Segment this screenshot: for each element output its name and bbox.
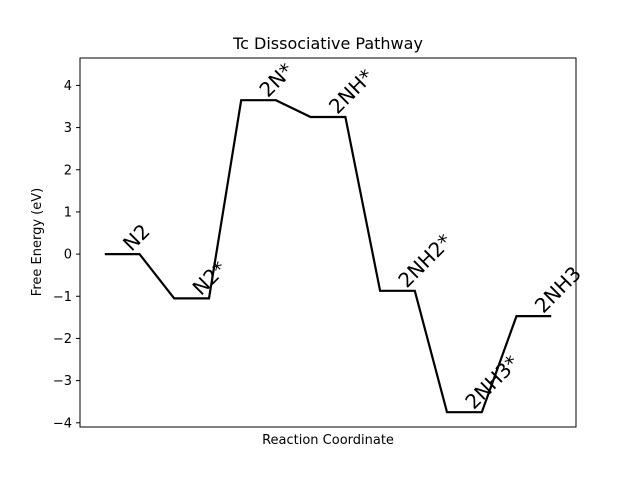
energy-pathway-line [104,99,552,414]
state-label: N2 [118,219,155,256]
y-tick-label: 4 [64,79,72,94]
y-tick-label: 2 [64,163,72,178]
x-axis-label: Reaction Coordinate [262,433,394,448]
y-tick-label: 0 [64,248,72,263]
y-tick-label: 1 [64,205,72,220]
plot-area [79,57,577,428]
y-axis-label: Free Energy (eV) [30,188,45,296]
y-tick-label: 3 [64,121,72,136]
state-label: 2NH* [324,64,378,118]
state-label: 2N* [254,58,298,102]
state-label: 2NH3 [530,261,586,317]
chart-title: Tc Dissociative Pathway [232,34,423,53]
state-labels: N2 N2* 2N* 2NH* 2NH2*2NH3*2NH3 [118,58,586,414]
state-label: N2* [188,256,232,300]
y-axis: −4 −3 −2 −1 0 1 2 3 4 [53,79,80,431]
state-label: 2NH3* [460,350,523,413]
state-label: 2NH2* [393,229,456,292]
y-tick-label: −3 [53,374,72,389]
y-tick-label: −4 [53,416,72,431]
y-tick-label: −2 [53,332,72,347]
y-tick-label: −1 [53,290,72,305]
